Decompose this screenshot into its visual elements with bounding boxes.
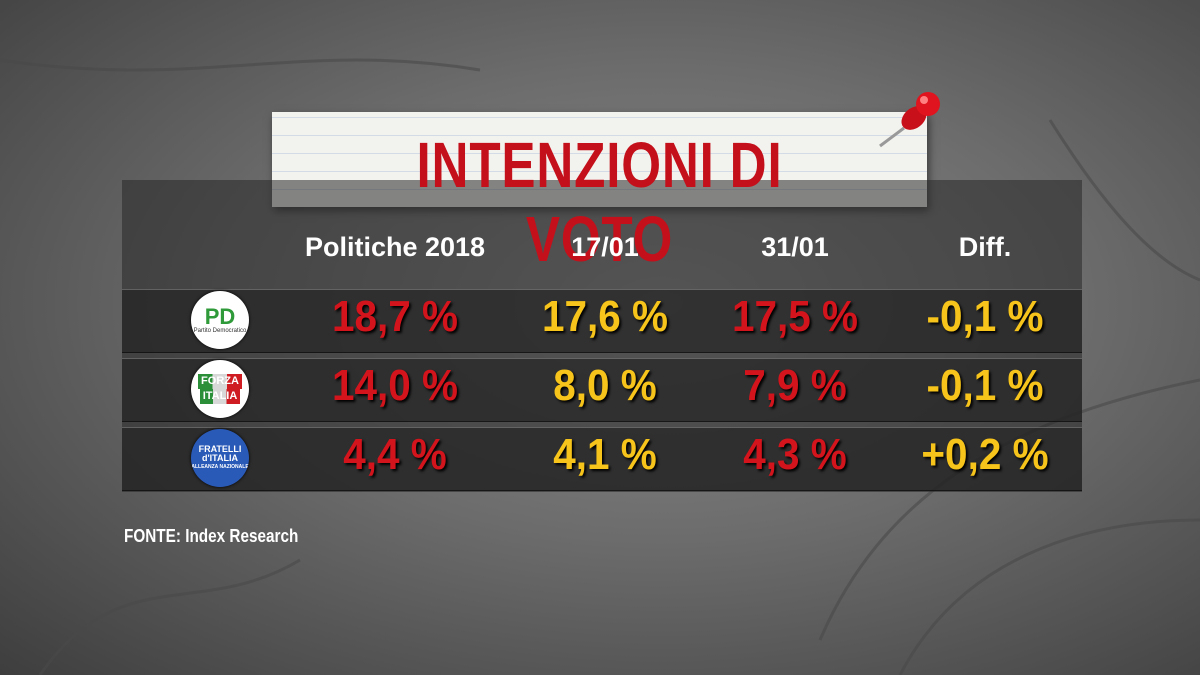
column-header: Diff. xyxy=(958,232,1012,262)
table-cell: 14,0 % xyxy=(331,361,459,410)
logo-text: FRATELLI xyxy=(198,443,242,454)
row-band xyxy=(122,289,1082,353)
table-cell: 4,1 % xyxy=(553,430,657,479)
source: FONTE: Index Research xyxy=(124,526,299,546)
party-logo: PD Partito Democratico xyxy=(191,291,249,349)
logo-text: d'ITALIA xyxy=(202,452,238,463)
row-band xyxy=(122,358,1082,422)
table-cell: +0,2 % xyxy=(921,430,1049,479)
column-header: 17/01 xyxy=(571,232,639,262)
logo-text: FORZA xyxy=(198,374,242,389)
table-cell: 18,7 % xyxy=(331,292,459,341)
logo-text: ALLEANZA NAZIONALE xyxy=(191,463,249,470)
logo-text: PD xyxy=(204,304,236,329)
table-cell: 17,6 % xyxy=(541,292,669,341)
logo-text: Partito Democratico xyxy=(193,328,247,334)
row-band xyxy=(122,427,1082,491)
logo-text: ITALIA xyxy=(199,389,241,404)
table-cell: 8,0 % xyxy=(553,361,657,410)
table-cell: 17,5 % xyxy=(731,292,859,341)
party-logo: FRATELLI d'ITALIA ALLEANZA NAZIONALE xyxy=(191,429,249,487)
title: INTENZIONI DI VOTO xyxy=(416,129,783,275)
table-cell: 7,9 % xyxy=(743,361,847,410)
table-cell: -0,1 % xyxy=(926,292,1044,341)
party-logo: FORZA ITALIA xyxy=(191,360,249,418)
table-cell: 4,4 % xyxy=(343,430,447,479)
column-header: Politiche 2018 xyxy=(304,232,486,262)
column-header: 31/01 xyxy=(761,232,829,262)
pushpin xyxy=(879,92,940,148)
table-cell: -0,1 % xyxy=(926,361,1044,410)
table-cell: 4,3 % xyxy=(743,430,847,479)
